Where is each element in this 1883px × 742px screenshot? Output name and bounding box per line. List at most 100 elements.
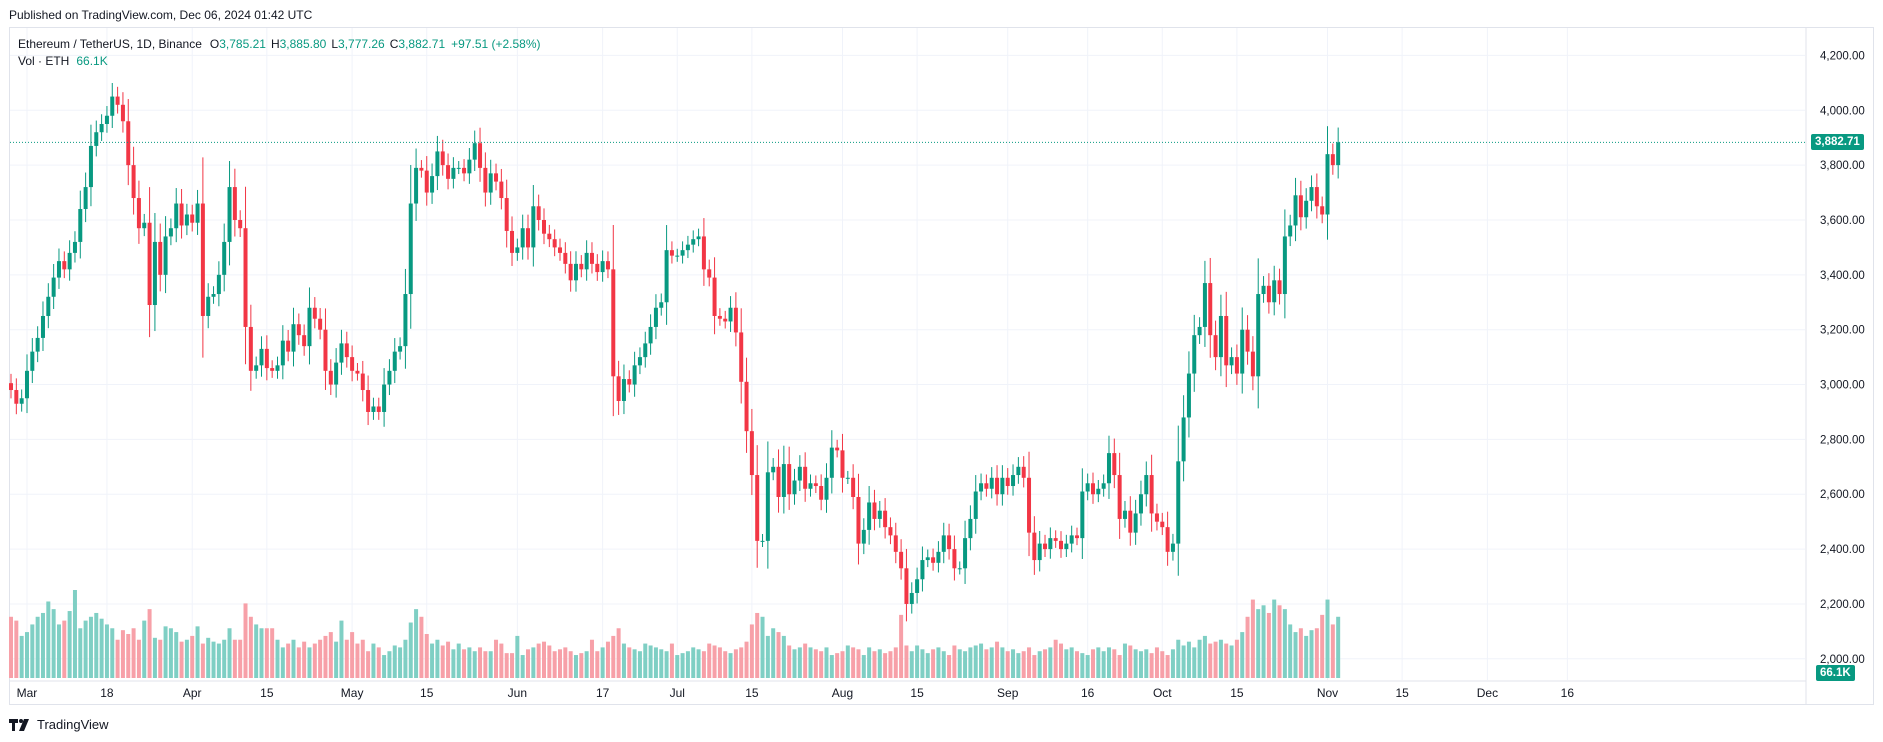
- candle-body: [989, 477, 994, 489]
- candle-body: [419, 167, 424, 171]
- candle-body: [1181, 417, 1186, 462]
- chart-frame[interactable]: [9, 27, 1874, 705]
- volume-bar: [1101, 651, 1106, 678]
- volume-bar: [739, 647, 744, 678]
- volume-bar: [456, 643, 461, 678]
- candle-body: [973, 491, 978, 519]
- volume-bar: [1245, 616, 1250, 678]
- x-tick-label: 15: [745, 686, 759, 700]
- volume-bar: [280, 647, 285, 678]
- candle-body: [483, 167, 488, 193]
- candle-body: [952, 549, 957, 569]
- volume-bar: [206, 637, 211, 678]
- candle-body: [936, 551, 941, 563]
- volume-bar: [152, 637, 157, 678]
- volume-bar: [573, 655, 578, 678]
- candle-body: [456, 167, 461, 169]
- candle-body: [1043, 543, 1048, 550]
- candle-body: [275, 365, 280, 371]
- volume-bar: [1085, 655, 1090, 678]
- candle-body: [648, 326, 653, 344]
- volume-bar: [941, 651, 946, 678]
- symbol-title[interactable]: Ethereum / TetherUS, 1D, Binance: [18, 37, 202, 51]
- candle-body: [829, 447, 834, 478]
- candle-body: [712, 277, 717, 316]
- volume-bar: [1325, 599, 1330, 678]
- candle-body: [14, 390, 19, 404]
- candle-body: [238, 219, 243, 229]
- candle-body: [318, 318, 323, 330]
- candle-body: [222, 241, 227, 275]
- candle-body: [1149, 475, 1154, 514]
- candle-body: [1309, 187, 1314, 201]
- candle-body: [1160, 521, 1165, 528]
- candle-body: [72, 241, 77, 253]
- candle-body: [600, 261, 605, 273]
- candle-body: [899, 551, 904, 569]
- volume-label[interactable]: Vol · ETH: [18, 54, 70, 68]
- x-tick-label: 16: [1081, 686, 1095, 700]
- volume-bar: [190, 635, 195, 678]
- volume-bar: [637, 651, 642, 678]
- candle-body: [851, 477, 856, 497]
- volume-bar: [792, 649, 797, 678]
- candle-body: [382, 384, 387, 412]
- volume-bar: [899, 614, 904, 678]
- candle-body: [1101, 483, 1106, 489]
- volume-bar: [909, 651, 914, 678]
- candle-body: [669, 250, 674, 256]
- volume-bar: [264, 628, 269, 678]
- candle-body: [120, 104, 125, 122]
- volume-bar: [110, 628, 115, 678]
- volume-bar: [1293, 632, 1298, 678]
- volume-bar: [675, 655, 680, 678]
- volume-bar: [904, 645, 909, 678]
- volume-bar: [1048, 647, 1053, 678]
- volume-bar: [1069, 647, 1074, 678]
- volume-bar: [968, 647, 973, 678]
- candle-body: [115, 96, 120, 105]
- candle-body: [1234, 357, 1239, 374]
- candle-body: [781, 464, 786, 497]
- volume-bar: [648, 645, 653, 678]
- candle-body: [872, 502, 877, 519]
- volume-bar: [211, 641, 216, 678]
- candle-body: [291, 324, 296, 352]
- candle-body: [733, 307, 738, 333]
- candle-body: [184, 214, 189, 226]
- y-tick-label: 3,800.00: [1820, 160, 1865, 172]
- candle-body: [691, 239, 696, 245]
- volume-bar: [339, 620, 344, 678]
- volume-bar: [1261, 605, 1266, 678]
- candle-body: [845, 477, 850, 479]
- candle-body: [915, 579, 920, 593]
- x-tick-label: Dec: [1477, 686, 1498, 700]
- volume-bar: [158, 639, 163, 678]
- candle-body: [787, 464, 792, 495]
- volume-bar: [1181, 645, 1186, 678]
- change-value: +97.51 (+2.58%): [451, 37, 541, 51]
- footer-brand[interactable]: TradingView: [9, 717, 109, 732]
- candle-body: [1218, 315, 1223, 358]
- x-tick-label: 15: [420, 686, 434, 700]
- volume-bar: [696, 649, 701, 678]
- volume-bar: [733, 649, 738, 678]
- candle-body: [254, 365, 259, 371]
- candle-body: [616, 376, 621, 401]
- candle-body: [376, 406, 381, 412]
- volume-bar: [9, 616, 13, 678]
- volume-bar: [531, 647, 536, 678]
- volume-bar: [563, 647, 568, 678]
- volume-bar: [195, 626, 200, 678]
- candle-body: [1106, 453, 1111, 484]
- volume-bar: [1090, 649, 1095, 678]
- candle-body: [1240, 329, 1245, 374]
- candle-body: [1122, 510, 1127, 519]
- volume-bar: [542, 641, 546, 678]
- volume-bar: [680, 653, 685, 678]
- volume-bar: [328, 632, 333, 678]
- volume-bar: [168, 628, 173, 678]
- close-label: C: [389, 37, 399, 51]
- x-tick-label: Jul: [670, 686, 685, 700]
